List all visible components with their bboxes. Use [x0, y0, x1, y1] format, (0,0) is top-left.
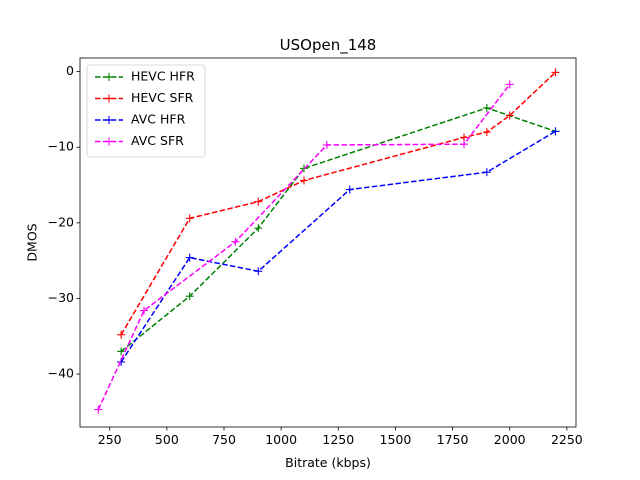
series-avc-hfr — [117, 127, 560, 366]
data-point — [185, 253, 194, 262]
y-tick-label: −30 — [48, 290, 74, 305]
series-hevc-sfr — [117, 68, 560, 339]
data-point — [482, 168, 491, 177]
series-avc-sfr — [94, 80, 514, 414]
data-point — [482, 103, 491, 112]
x-tick-label: 2250 — [551, 432, 583, 447]
x-tick-label: 1250 — [322, 432, 354, 447]
data-point — [551, 68, 560, 77]
data-point — [254, 197, 263, 206]
x-tick-label: 2000 — [494, 432, 526, 447]
y-axis: 0 −10 −20 −30 −40 — [48, 63, 80, 381]
y-tick-label: −20 — [48, 214, 74, 229]
data-point — [482, 128, 491, 137]
data-point — [322, 140, 331, 149]
y-axis-label: DMOS — [25, 223, 40, 261]
data-point — [254, 224, 263, 233]
legend-label: AVC HFR — [131, 112, 186, 127]
legend-label: AVC SFR — [131, 133, 184, 148]
x-tick-label: 1000 — [265, 432, 297, 447]
legend-item: AVC HFR — [95, 112, 186, 127]
data-point — [117, 357, 126, 366]
x-axis: 250 500 750 1000 1250 1500 1750 2000 2250 — [98, 427, 583, 447]
x-tick-label: 1500 — [380, 432, 412, 447]
series-line-hevc-sfr — [120, 71, 556, 336]
series-line-avc-hfr — [120, 130, 556, 363]
legend-item: AVC SFR — [95, 133, 184, 148]
legend-item: HEVC SFR — [95, 90, 194, 105]
data-point — [460, 140, 468, 149]
data-point — [185, 214, 194, 223]
legend-label: HEVC SFR — [131, 90, 194, 105]
legend: HEVC HFR HEVC SFR AVC HFR AVC SFR — [86, 64, 206, 158]
data-point — [140, 306, 148, 315]
data-point — [117, 330, 126, 339]
data-point — [231, 237, 240, 246]
data-point — [94, 405, 103, 414]
data-point — [300, 176, 308, 185]
data-point — [254, 267, 263, 276]
x-tick-label: 500 — [155, 432, 179, 447]
x-axis-label: Bitrate (kbps) — [285, 455, 371, 470]
series-line-avc-sfr — [97, 84, 511, 410]
legend-item: HEVC HFR — [95, 69, 195, 84]
y-tick-label: 0 — [66, 63, 74, 78]
chart-title: USOpen_148 — [280, 36, 377, 55]
data-point — [345, 185, 354, 194]
plot-area — [94, 68, 560, 414]
x-tick-label: 750 — [212, 432, 236, 447]
legend-box — [86, 64, 206, 158]
x-tick-label: 250 — [98, 432, 122, 447]
data-point — [505, 111, 514, 120]
legend-label: HEVC HFR — [131, 69, 195, 84]
data-point — [460, 133, 468, 142]
data-point — [117, 347, 126, 356]
axes-frame — [79, 57, 577, 428]
series-line-hevc-hfr — [120, 107, 556, 352]
y-tick-label: −10 — [48, 139, 74, 154]
data-point — [185, 292, 194, 301]
y-tick-label: −40 — [48, 366, 74, 381]
x-tick-label: 1750 — [437, 432, 469, 447]
data-point — [551, 127, 560, 136]
data-point — [505, 80, 514, 89]
